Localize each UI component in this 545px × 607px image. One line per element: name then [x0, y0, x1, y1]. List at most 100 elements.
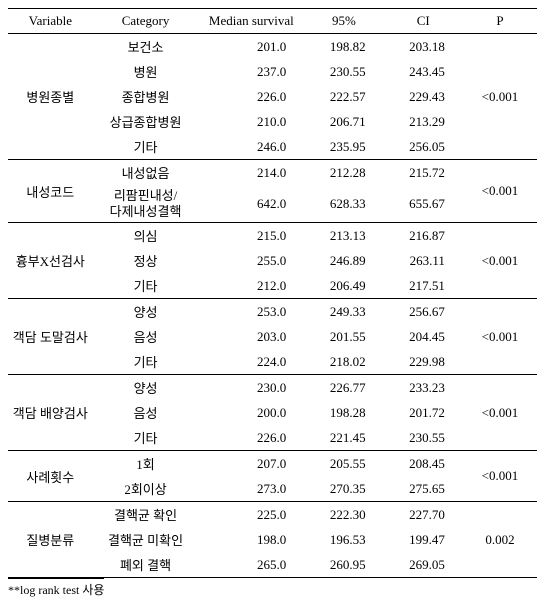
variable-cell: 흉부X선검사 [8, 223, 93, 299]
category-cell: 기타 [93, 134, 199, 160]
ci_low-cell: 221.45 [304, 425, 383, 451]
median-cell: 230.0 [198, 375, 304, 401]
category-cell: 의심 [93, 223, 199, 249]
p-value-cell: <0.001 [463, 223, 537, 299]
ci_low-cell: 270.35 [304, 476, 383, 502]
median-cell: 214.0 [198, 160, 304, 186]
category-cell: 기타 [93, 273, 199, 299]
median-cell: 200.0 [198, 400, 304, 425]
category-cell: 양성 [93, 375, 199, 401]
median-cell: 198.0 [198, 527, 304, 552]
ci_high-cell: 227.70 [384, 502, 463, 528]
ci_high-cell: 655.67 [384, 185, 463, 223]
median-cell: 265.0 [198, 552, 304, 578]
ci_high-cell: 256.67 [384, 299, 463, 325]
ci_high-cell: 263.11 [384, 248, 463, 273]
median-cell: 226.0 [198, 84, 304, 109]
p-value-cell: <0.001 [463, 375, 537, 451]
median-cell: 273.0 [198, 476, 304, 502]
ci_high-cell: 229.43 [384, 84, 463, 109]
category-cell: 폐외 결핵 [93, 552, 199, 578]
category-cell: 리팜핀내성/다제내성결핵 [93, 185, 199, 223]
category-cell: 2회이상 [93, 476, 199, 502]
ci_low-cell: 222.30 [304, 502, 383, 528]
median-cell: 246.0 [198, 134, 304, 160]
median-cell: 255.0 [198, 248, 304, 273]
ci_low-cell: 628.33 [304, 185, 383, 223]
table-row: 객담 배양검사양성230.0226.77233.23<0.001 [8, 375, 537, 401]
ci_low-cell: 212.28 [304, 160, 383, 186]
variable-cell: 질병분류 [8, 502, 93, 578]
median-cell: 201.0 [198, 34, 304, 60]
variable-cell: 객담 도말검사 [8, 299, 93, 375]
median-cell: 253.0 [198, 299, 304, 325]
table-header-row: Variable Category Median survival 95% CI… [8, 9, 537, 34]
variable-cell: 내성코드 [8, 160, 93, 223]
ci_low-cell: 206.49 [304, 273, 383, 299]
ci_low-cell: 249.33 [304, 299, 383, 325]
ci_high-cell: 256.05 [384, 134, 463, 160]
p-value-cell: <0.001 [463, 160, 537, 223]
ci_low-cell: 218.02 [304, 349, 383, 375]
ci_high-cell: 203.18 [384, 34, 463, 60]
ci_high-cell: 215.72 [384, 160, 463, 186]
ci_high-cell: 243.45 [384, 59, 463, 84]
ci_high-cell: 199.47 [384, 527, 463, 552]
category-cell: 결핵균 확인 [93, 502, 199, 528]
ci_high-cell: 275.65 [384, 476, 463, 502]
ci_low-cell: 260.95 [304, 552, 383, 578]
table-row: 내성코드내성없음214.0212.28215.72<0.001 [8, 160, 537, 186]
category-cell: 기타 [93, 349, 199, 375]
col-p: P [463, 9, 537, 34]
p-value-cell: <0.001 [463, 34, 537, 160]
ci_high-cell: 230.55 [384, 425, 463, 451]
col-ci-low: 95% [304, 9, 383, 34]
ci_low-cell: 201.55 [304, 324, 383, 349]
ci_high-cell: 208.45 [384, 451, 463, 477]
table-row: 사례횟수1회207.0205.55208.45<0.001 [8, 451, 537, 477]
ci_low-cell: 226.77 [304, 375, 383, 401]
category-cell: 정상 [93, 248, 199, 273]
survival-table: Variable Category Median survival 95% CI… [8, 8, 537, 578]
median-cell: 237.0 [198, 59, 304, 84]
category-cell: 종합병원 [93, 84, 199, 109]
ci_low-cell: 235.95 [304, 134, 383, 160]
variable-cell: 사례횟수 [8, 451, 93, 502]
category-cell: 양성 [93, 299, 199, 325]
category-cell: 내성없음 [93, 160, 199, 186]
category-cell: 상급종합병원 [93, 109, 199, 134]
ci_low-cell: 246.89 [304, 248, 383, 273]
median-cell: 203.0 [198, 324, 304, 349]
ci_high-cell: 269.05 [384, 552, 463, 578]
median-cell: 212.0 [198, 273, 304, 299]
p-value-cell: 0.002 [463, 502, 537, 578]
ci_high-cell: 229.98 [384, 349, 463, 375]
table-row: 객담 도말검사양성253.0249.33256.67<0.001 [8, 299, 537, 325]
ci_high-cell: 233.23 [384, 375, 463, 401]
category-cell: 병원 [93, 59, 199, 84]
median-cell: 225.0 [198, 502, 304, 528]
ci_high-cell: 213.29 [384, 109, 463, 134]
category-cell: 결핵균 미확인 [93, 527, 199, 552]
ci_low-cell: 196.53 [304, 527, 383, 552]
median-cell: 215.0 [198, 223, 304, 249]
table-row: 흉부X선검사의심215.0213.13216.87<0.001 [8, 223, 537, 249]
ci_high-cell: 216.87 [384, 223, 463, 249]
p-value-cell: <0.001 [463, 451, 537, 502]
col-category: Category [93, 9, 199, 34]
ci_low-cell: 198.82 [304, 34, 383, 60]
category-cell: 1회 [93, 451, 199, 477]
ci_low-cell: 205.55 [304, 451, 383, 477]
median-cell: 207.0 [198, 451, 304, 477]
median-cell: 210.0 [198, 109, 304, 134]
ci_low-cell: 206.71 [304, 109, 383, 134]
col-ci-high: CI [384, 9, 463, 34]
category-cell: 음성 [93, 400, 199, 425]
ci_low-cell: 230.55 [304, 59, 383, 84]
median-cell: 642.0 [198, 185, 304, 223]
ci_high-cell: 217.51 [384, 273, 463, 299]
table-row: 질병분류결핵균 확인225.0222.30227.700.002 [8, 502, 537, 528]
category-cell: 기타 [93, 425, 199, 451]
median-cell: 224.0 [198, 349, 304, 375]
col-median: Median survival [198, 9, 304, 34]
